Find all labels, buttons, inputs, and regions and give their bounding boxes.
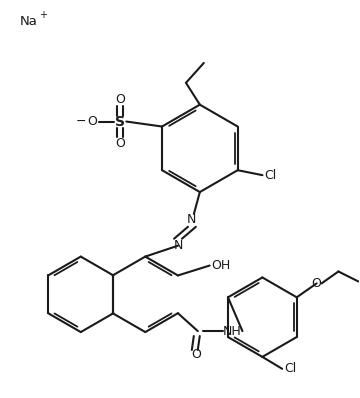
Text: O: O [87,115,98,128]
Text: −: − [75,115,86,128]
Text: O: O [116,137,125,150]
Text: S: S [115,115,125,129]
Text: Na: Na [19,15,37,28]
Text: +: + [39,10,47,20]
Text: O: O [312,277,321,290]
Text: Cl: Cl [265,169,277,181]
Text: NH: NH [223,325,242,338]
Text: OH: OH [212,259,231,272]
Text: O: O [116,93,125,106]
Text: N: N [187,213,197,226]
Text: Cl: Cl [284,362,296,375]
Text: N: N [173,239,183,252]
Text: O: O [191,348,201,361]
